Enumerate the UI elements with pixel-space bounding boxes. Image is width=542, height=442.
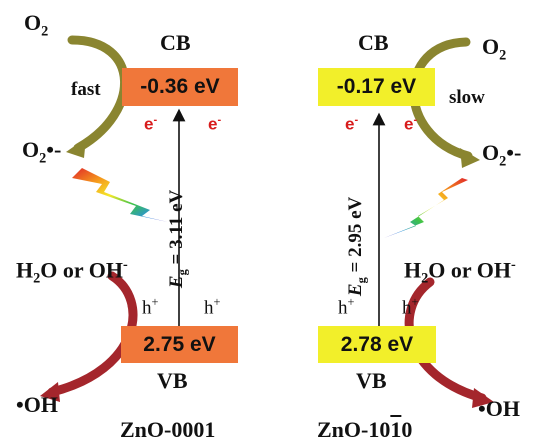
left-valence-band: 2.75 eV <box>121 326 238 363</box>
left-vb-value: 2.75 eV <box>143 332 216 356</box>
left-water-label: H2O or OH- <box>16 257 128 287</box>
left-hole-2: h+ <box>204 295 221 319</box>
right-hole-1: h+ <box>338 295 355 319</box>
left-cb-value: -0.36 eV <box>140 75 220 98</box>
right-hole-2: h+ <box>402 295 419 319</box>
left-electron-2: e- <box>208 114 222 134</box>
right-cb-value: -0.17 eV <box>336 75 417 98</box>
right-sample-label: ZnO-1010 <box>317 417 413 442</box>
left-electron-1: e- <box>144 114 158 134</box>
left-o2-label: O2 <box>24 10 49 40</box>
left-water-arrowhead <box>40 382 60 402</box>
left-light-bolt-icon <box>72 168 168 222</box>
right-rate-label: slow <box>449 87 485 108</box>
right-vb-label: VB <box>356 368 387 393</box>
left-hydroxyl-label: •OH <box>16 392 58 417</box>
left-hole-1: h+ <box>142 295 159 319</box>
right-o2-label: O2 <box>482 34 507 64</box>
left-superoxide-label: O2•- <box>22 137 62 167</box>
left-o2-arrowhead <box>66 138 86 158</box>
right-o2-arrowhead <box>460 148 480 168</box>
right-bandgap-label: Eg = 2.95 eV <box>344 196 369 297</box>
left-conduction-band: -0.36 eV <box>122 68 238 106</box>
right-hydroxyl-label: •OH <box>478 396 520 421</box>
left-cb-label: CB <box>160 30 191 55</box>
right-superoxide-label: O2•- <box>482 140 522 170</box>
right-water-arrowhead <box>472 388 494 408</box>
right-electron-2: e- <box>404 114 418 134</box>
left-vb-label: VB <box>157 368 188 393</box>
left-sample-label: ZnO-0001 <box>120 417 216 442</box>
right-cb-label: CB <box>358 30 389 55</box>
right-light-bolt-icon <box>384 178 468 238</box>
right-conduction-band: -0.17 eV <box>318 68 435 106</box>
right-electron-1: e- <box>345 114 359 134</box>
left-bandgap-label: Eg = 3.11 eV <box>165 189 190 289</box>
right-water-label: H2O or OH- <box>404 257 516 287</box>
right-valence-band: 2.78 eV <box>318 326 436 363</box>
right-vb-value: 2.78 eV <box>340 332 414 356</box>
left-rate-label: fast <box>71 79 101 100</box>
